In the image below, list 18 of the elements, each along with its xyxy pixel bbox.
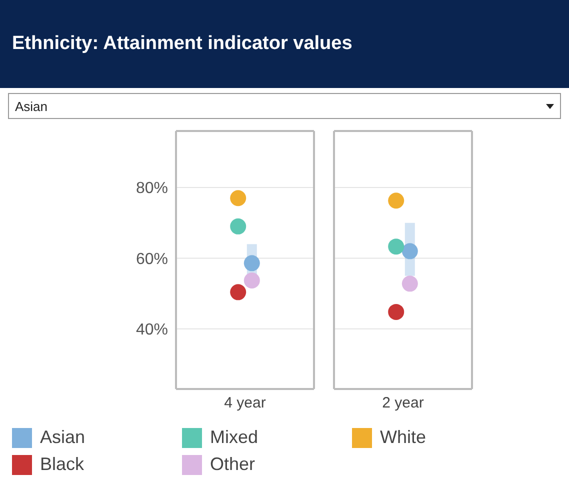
x-tick-label: 4 year [224, 394, 266, 412]
y-tick-label: 60% [136, 250, 168, 268]
y-tick-label: 80% [136, 180, 168, 198]
legend-label: Mixed [210, 427, 258, 448]
point [230, 218, 246, 234]
point [230, 284, 246, 300]
legend-label: Asian [40, 427, 86, 448]
legend-label: White [380, 427, 426, 448]
point [230, 190, 246, 206]
legend-label: Black [40, 454, 84, 475]
point [388, 304, 404, 320]
y-tick-label: 40% [136, 322, 168, 339]
legend-label: Other [210, 454, 256, 475]
chart-title: Ethnicity: Attainment indicator values [0, 0, 569, 88]
point [388, 192, 404, 209]
x-tick-label: 2 year [382, 394, 424, 412]
dropdown: Asian [8, 93, 561, 119]
point [388, 238, 404, 255]
